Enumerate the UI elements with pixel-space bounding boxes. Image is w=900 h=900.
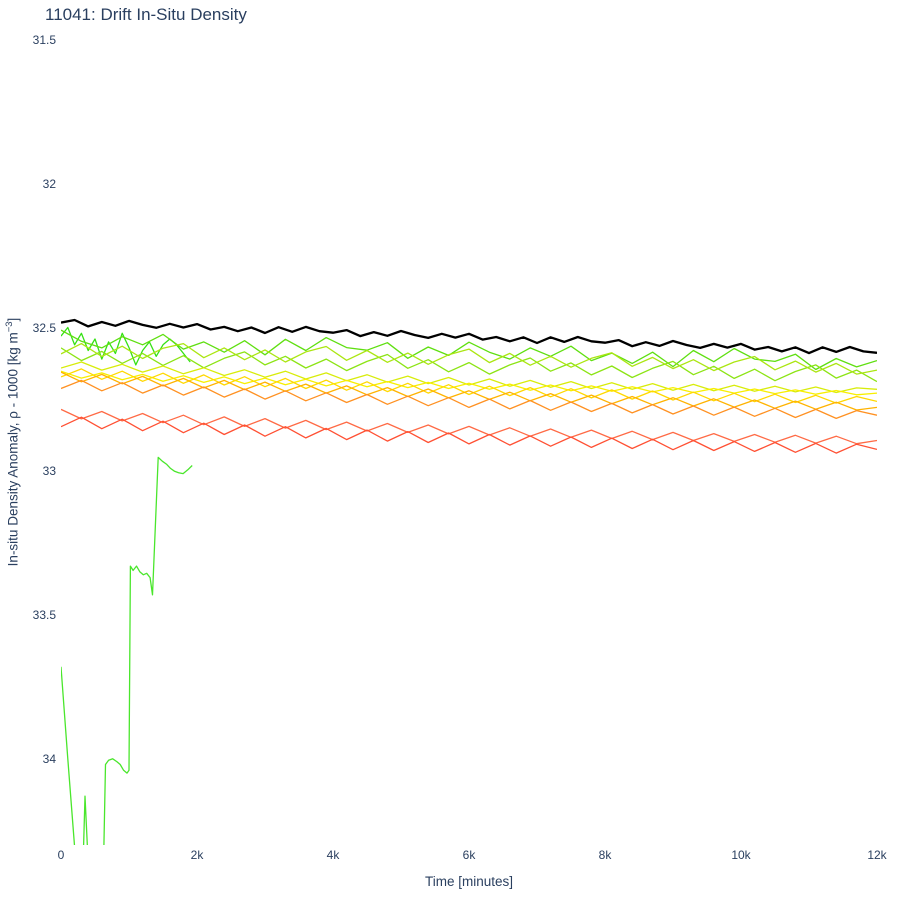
x-tick-label: 6k xyxy=(462,848,476,862)
series-line-reference xyxy=(61,318,877,355)
y-tick-label: 32.5 xyxy=(32,320,56,335)
y-tick-label: 31.5 xyxy=(32,33,56,47)
series-line-s02-outlier xyxy=(61,456,193,845)
chart-title: 11041: Drift In-Situ Density xyxy=(45,5,247,24)
y-tick-label: 32 xyxy=(42,176,56,191)
series-line-s07 xyxy=(61,370,877,396)
x-tick-label: 12k xyxy=(867,848,887,862)
y-axis-title-exponent: −3 xyxy=(3,321,15,333)
series-line-s11 xyxy=(61,408,877,445)
series-line-s01 xyxy=(61,326,191,366)
x-axis-ticks: 0 2k 4k 6k 8k 10k 12k xyxy=(0,848,900,864)
y-axis-title-end: ] xyxy=(5,317,21,322)
series-line-s06 xyxy=(61,361,877,394)
x-tick-label: 4k xyxy=(326,848,340,862)
y-axis-title-main: In-situ Density Anomaly, ρ - 1000 [kg m xyxy=(5,332,21,567)
series-line-s10 xyxy=(61,379,877,420)
y-tick-label: 33 xyxy=(42,464,56,479)
x-tick-label: 2k xyxy=(190,848,204,862)
series-line-s12 xyxy=(61,416,877,454)
x-tick-label: 8k xyxy=(598,848,612,862)
series-line-s09 xyxy=(61,371,877,411)
y-tick-label: 33.5 xyxy=(32,608,56,622)
x-axis-title: Time [minutes] xyxy=(424,874,514,889)
series-line-s05 xyxy=(61,342,877,375)
x-tick-label: 0 xyxy=(57,848,65,862)
series-line-s03 xyxy=(61,329,877,371)
y-tick-label: 34 xyxy=(42,751,56,766)
plot-lines xyxy=(61,318,877,845)
series-line-s04 xyxy=(61,347,877,383)
series-line-s08 xyxy=(61,368,877,404)
x-tick-label: 10k xyxy=(731,848,751,862)
y-axis-title: In-situ Density Anomaly, ρ - 1000 [kg m−… xyxy=(4,318,21,567)
